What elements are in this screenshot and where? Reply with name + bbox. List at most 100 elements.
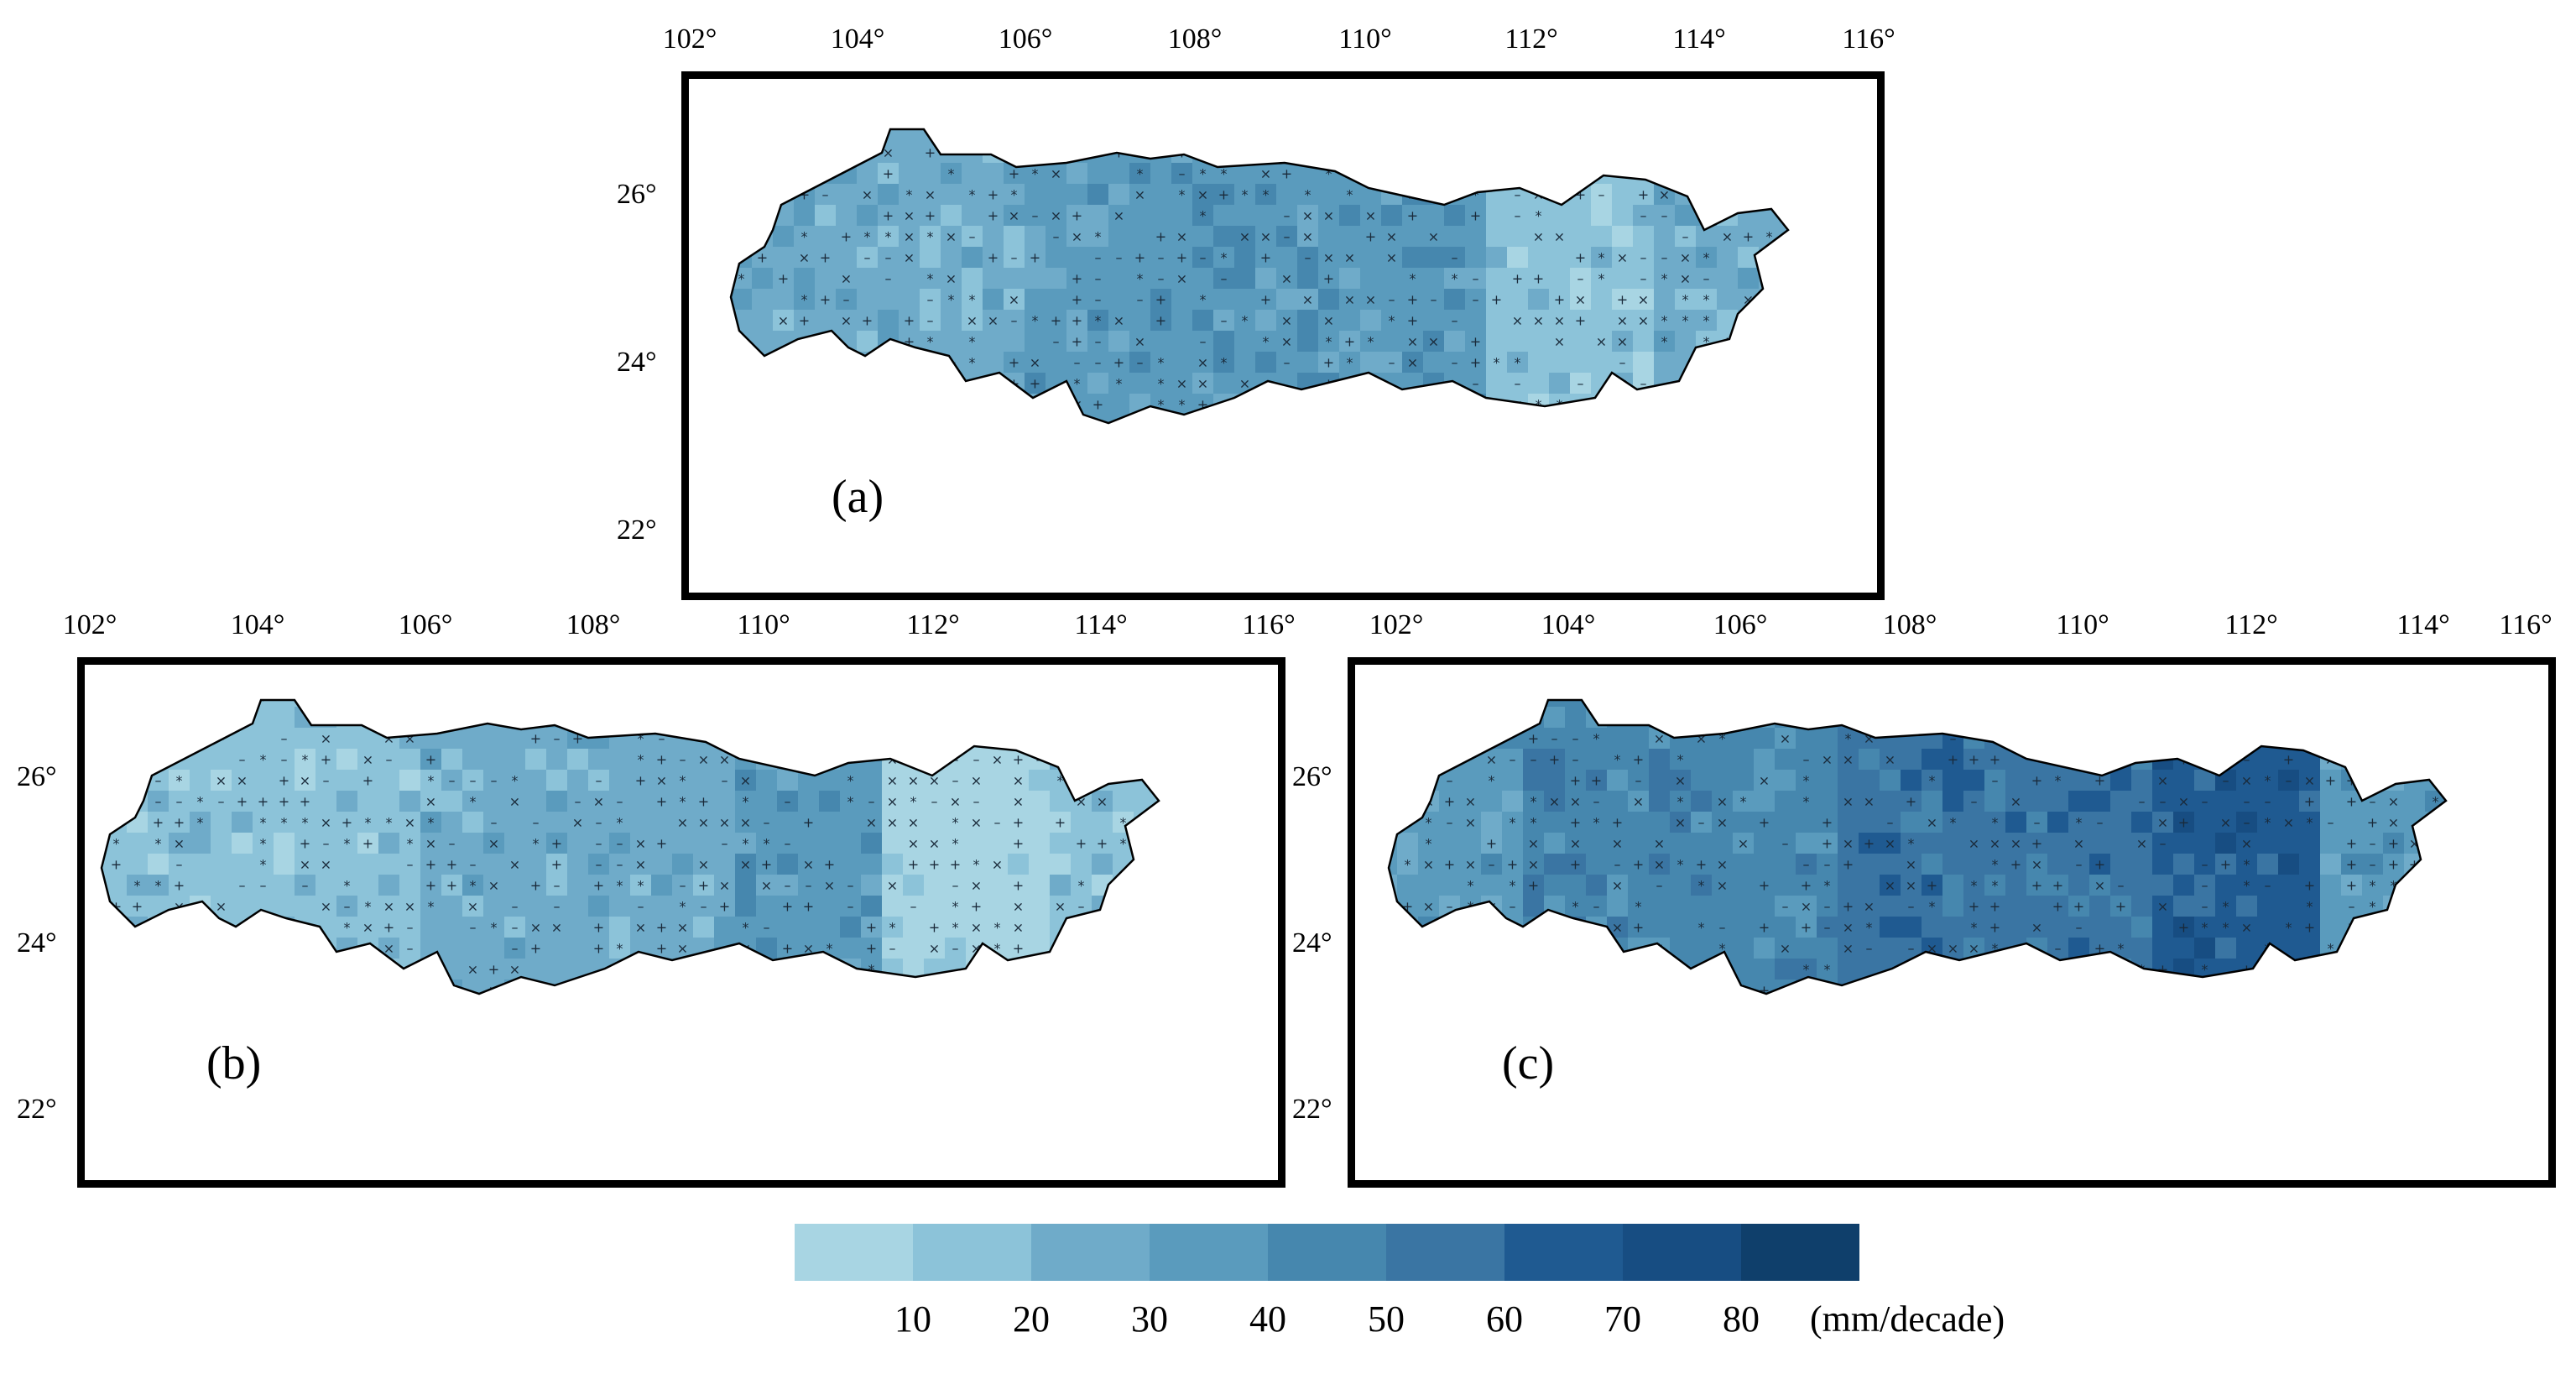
grid-cell [441, 959, 462, 980]
grid-cell [693, 917, 714, 938]
significance-marker: * [759, 397, 766, 413]
grid-cell [2425, 980, 2446, 994]
grid-cell [1071, 812, 1092, 833]
significance-marker: – [1410, 397, 1416, 413]
grid-cell [1150, 205, 1171, 226]
significance-marker: – [1221, 418, 1228, 434]
grid-cell [1591, 268, 1612, 289]
grid-cell [1113, 749, 1134, 770]
significance-marker: – [2076, 920, 2083, 936]
grid-cell [1859, 917, 1880, 938]
grid-cell [1276, 436, 1297, 457]
grid-cell [1654, 79, 1675, 100]
significance-marker: – [1845, 1025, 1852, 1041]
grid-cell [777, 791, 798, 812]
grid-cell [420, 770, 441, 791]
grid-cell [1717, 142, 1738, 163]
grid-cell [1197, 1021, 1218, 1042]
grid-cell [1712, 770, 1733, 791]
grid-cell [2026, 980, 2047, 994]
significance-marker: + [656, 983, 667, 999]
significance-marker: – [1530, 710, 1537, 726]
grid-cell [1481, 707, 1502, 728]
grid-cell [651, 854, 672, 875]
grid-cell [987, 812, 1008, 833]
grid-cell [462, 700, 483, 707]
grid-cell [2173, 875, 2194, 896]
grid-cell [693, 980, 714, 994]
significance-marker: – [1447, 899, 1453, 915]
grid-cell [2320, 770, 2341, 791]
significance-marker: – [1682, 229, 1689, 245]
grid-cell [1155, 700, 1159, 707]
grid-cell [878, 415, 899, 423]
grid-cell [2362, 1021, 2383, 1042]
significance-marker: × [908, 983, 919, 999]
significance-marker: × [971, 878, 982, 894]
grid-cell [1460, 938, 1481, 959]
significance-marker: + [1989, 920, 2000, 936]
grid-cell [1754, 917, 1775, 938]
grid-cell [1738, 352, 1759, 373]
grid-cell [315, 854, 336, 875]
grid-cell [2362, 854, 2383, 875]
grid-cell [815, 436, 836, 457]
grid-cell [169, 728, 190, 749]
grid-cell [773, 415, 794, 423]
grid-cell [1963, 1000, 1984, 1021]
grid-cell [1050, 1021, 1071, 1042]
grid-cell [1276, 79, 1297, 100]
grid-cell [1150, 184, 1171, 205]
significance-marker: * [260, 857, 267, 873]
significance-marker: + [1407, 313, 1418, 329]
grid-cell [2152, 875, 2173, 896]
significance-marker: × [1239, 376, 1250, 392]
grid-cell [546, 1021, 567, 1042]
grid-cell [2341, 707, 2362, 728]
grid-cell [2047, 791, 2068, 812]
significance-marker: * [491, 1004, 498, 1020]
significance-marker: + [1030, 376, 1040, 392]
grid-cell [2404, 980, 2425, 994]
significance-marker: × [1843, 794, 1854, 810]
grid-cell [1046, 184, 1066, 205]
grid-cell [693, 700, 714, 707]
grid-cell [148, 791, 169, 812]
grid-cell [102, 896, 106, 917]
significance-marker: × [404, 710, 415, 726]
grid-cell [1113, 665, 1134, 686]
grid-cell [2110, 980, 2131, 994]
grid-cell [756, 665, 777, 686]
grid-cell [1460, 770, 1481, 791]
grid-cell [1901, 833, 1922, 854]
significance-marker: × [908, 836, 919, 852]
grid-cell [672, 1000, 693, 1021]
grid-cell [1654, 394, 1675, 415]
grid-cell [2341, 833, 2362, 854]
significance-marker: * [1682, 313, 1689, 329]
significance-marker: + [988, 187, 999, 203]
significance-marker: + [2031, 836, 2042, 852]
significance-marker: * [1141, 899, 1148, 915]
grid-cell [1675, 415, 1696, 423]
grid-cell [102, 700, 106, 707]
significance-marker: × [1701, 355, 1712, 371]
grid-cell [2320, 875, 2341, 896]
grid-cell [903, 980, 924, 994]
grid-cell [1108, 163, 1129, 184]
significance-marker: * [1682, 292, 1689, 308]
grid-cell [945, 728, 966, 749]
grid-cell [1817, 833, 1838, 854]
grid-cell [1397, 728, 1418, 749]
grid-cell [357, 749, 378, 770]
significance-marker: + [1575, 82, 1586, 98]
grid-cell [504, 959, 525, 980]
significance-marker: – [1510, 899, 1516, 915]
grid-cell [1360, 310, 1381, 331]
grid-cell [857, 79, 878, 100]
grid-cell [1255, 310, 1276, 331]
significance-marker: * [847, 1025, 854, 1041]
grid-cell [1565, 791, 1586, 812]
significance-marker: + [1533, 271, 1544, 287]
grid-cell [1025, 289, 1046, 310]
